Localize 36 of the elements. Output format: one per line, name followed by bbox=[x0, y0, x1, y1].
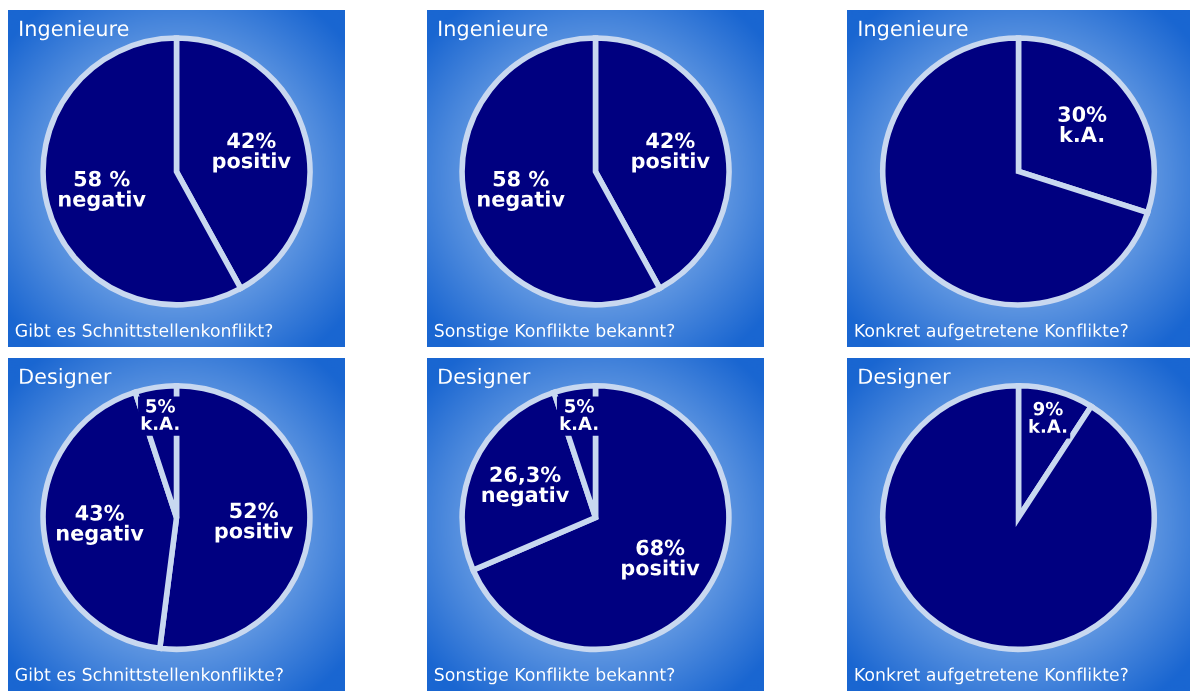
text: Konkret aufgetretene Konflikte? bbox=[855, 323, 1128, 341]
chart-title: Ingenieure bbox=[20, 20, 129, 41]
slice-label: negativ bbox=[57, 524, 144, 545]
chart-title: Ingenieure bbox=[859, 20, 968, 41]
data-label: 30% bbox=[1058, 106, 1107, 123]
slice-label: k.A. bbox=[1029, 418, 1067, 433]
data-label: 9% bbox=[1033, 401, 1063, 416]
text: Sonstige Konflikte bekannt? bbox=[434, 667, 675, 685]
slice-label: negativ bbox=[482, 486, 570, 507]
data-label: 58 % bbox=[493, 170, 549, 187]
data-label: 68% bbox=[636, 539, 685, 556]
text: Gibt es Schnittstellenkonflikte? bbox=[15, 667, 283, 681]
chart-title: Designer bbox=[20, 367, 112, 389]
data-label: 58 % bbox=[74, 170, 130, 187]
chart-title: Designer bbox=[859, 367, 951, 389]
data-label: 42% bbox=[227, 132, 276, 149]
data-label: 43% bbox=[75, 504, 124, 521]
slice-label: negativ bbox=[478, 190, 565, 211]
data-label: 5% bbox=[146, 399, 175, 413]
chart-title: Ingenieure bbox=[439, 20, 548, 41]
slice-label: positiv bbox=[215, 522, 293, 543]
data-label: 52% bbox=[230, 502, 278, 519]
text: Gibt es Schnittstellenkonflikt? bbox=[15, 323, 273, 337]
slice-label: positiv bbox=[213, 152, 291, 173]
chart-title: Designer bbox=[439, 367, 531, 389]
text: Sonstige Konflikte bekannt? bbox=[434, 323, 675, 341]
slice-label: k.A. bbox=[141, 416, 179, 430]
slice-label: positiv bbox=[622, 559, 700, 580]
slice-label: negativ bbox=[59, 190, 146, 211]
data-label: 42% bbox=[646, 132, 695, 149]
slice-label: k.A. bbox=[560, 416, 598, 430]
slice-label: positiv bbox=[632, 152, 710, 173]
slice-label: k.A. bbox=[1060, 126, 1104, 142]
data-label: 26,3% bbox=[490, 466, 561, 485]
text: Konkret aufgetretene Konflikte? bbox=[855, 667, 1128, 685]
data-label: 5% bbox=[565, 399, 594, 413]
